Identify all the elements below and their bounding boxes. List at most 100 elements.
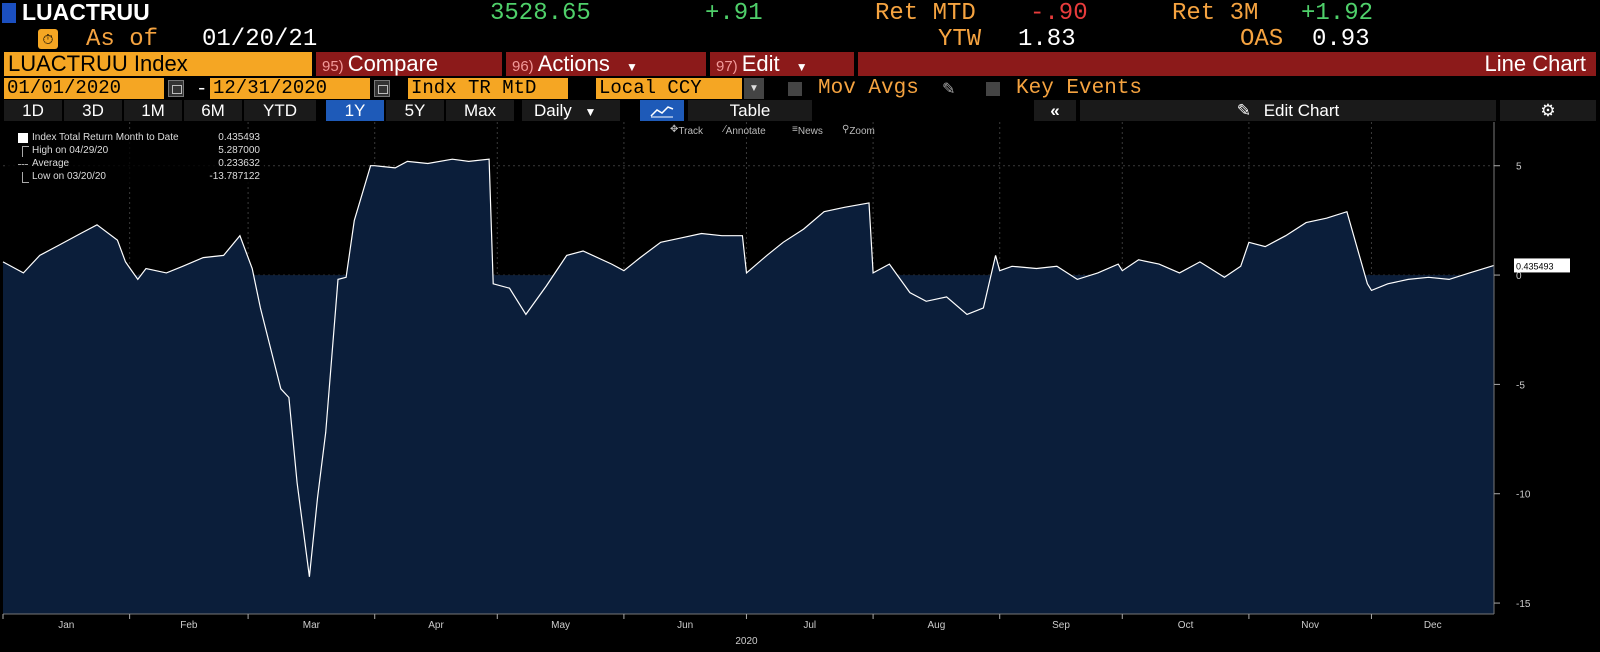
y-tick-label: 5	[1516, 162, 1522, 173]
actions-number: 96)	[512, 58, 534, 75]
x-tick-label: May	[551, 620, 570, 631]
header-row-quote: LUACTRUU 3528.65 +.91 Ret MTD -.90 Ret 3…	[0, 0, 1600, 27]
x-tick-label: Mar	[303, 620, 321, 631]
series-area	[3, 159, 1494, 614]
edit-label: Edit	[741, 51, 780, 76]
clock-icon[interactable]: ⏱	[38, 29, 58, 49]
x-axis-year-label: 2020	[735, 636, 758, 647]
x-tick-label: Aug	[928, 620, 946, 631]
compare-number: 95)	[322, 58, 344, 75]
frequency-selector[interactable]: Daily ▼	[522, 100, 620, 121]
ret-3m-value: +1.92	[1301, 0, 1374, 27]
period-tab[interactable]: Max	[446, 100, 514, 121]
legend-label: Low on 03/20/20	[32, 171, 106, 182]
period-tab[interactable]: 3D	[64, 100, 122, 121]
period-toolbar: 1D 3D 1M 6M YTD 1Y 5Y Max Daily ▼ Table …	[0, 100, 1600, 122]
calendar-icon[interactable]	[374, 80, 390, 97]
period-tab-selected[interactable]: 1Y	[326, 100, 384, 121]
pencil-icon: ✎	[1236, 101, 1251, 120]
legend-label: Average	[32, 158, 70, 169]
field-selector[interactable]: Indx TR MtD	[408, 78, 568, 99]
x-tick-label: Dec	[1424, 620, 1442, 631]
chart-settings-row: 01/01/2020 - 12/31/2020 Indx TR MtD Loca…	[0, 77, 1600, 100]
period-tab[interactable]: 1M	[124, 100, 182, 121]
x-tick-label: Jan	[58, 620, 74, 631]
oas-label: OAS	[1240, 26, 1284, 53]
legend-label: High on 04/29/20	[32, 145, 109, 156]
last-value-label: 0.435493	[1516, 261, 1554, 271]
actions-menu[interactable]: 96) Actions ▼	[506, 52, 706, 76]
period-tab[interactable]: YTD	[244, 100, 316, 121]
ticker-symbol[interactable]: LUACTRUU	[22, 0, 150, 25]
ret-3m-label: Ret 3M	[1172, 0, 1259, 27]
key-events-checkbox[interactable]	[986, 82, 1000, 96]
frequency-label: Daily	[534, 101, 572, 120]
period-tab[interactable]: 5Y	[386, 100, 444, 121]
legend-row-average: Average 0.233632	[8, 158, 264, 170]
mov-avgs-checkbox[interactable]	[788, 82, 802, 96]
chart-area[interactable]: 5 0 -5 -10 -15 0.435493 Jan Feb Mar Apr May Jun Jul A…	[0, 122, 1600, 652]
y-tick-label: 0	[1516, 271, 1522, 282]
ytw-value: 1.83	[1018, 26, 1076, 53]
chevron-down-icon: ▼	[625, 60, 638, 74]
line-chart-icon[interactable]	[640, 100, 684, 121]
x-tick-label: Oct	[1178, 620, 1194, 631]
x-tick-label: Jul	[803, 620, 816, 631]
legend-value: 0.435493	[218, 132, 260, 143]
edit-number: 97)	[716, 58, 738, 75]
net-change: +.91	[705, 0, 763, 27]
gear-icon[interactable]: ⚙	[1500, 100, 1596, 121]
actions-label: Actions	[537, 51, 610, 76]
currency-selector[interactable]: Local CCY	[596, 78, 742, 99]
average-marker-icon	[18, 164, 28, 165]
pencil-icon[interactable]: ✎	[942, 81, 956, 98]
oas-value: 0.93	[1312, 26, 1370, 53]
y-tick-label: -15	[1516, 599, 1531, 610]
key-events-label: Key Events	[1016, 77, 1143, 100]
chart-legend: Index Total Return Month to Date 0.43549…	[8, 129, 264, 187]
last-value-box	[1514, 258, 1570, 273]
start-date-field[interactable]: 01/01/2020	[4, 78, 164, 99]
zoom-tool[interactable]: ⚲ Zoom	[842, 124, 875, 137]
as-of-label: As of	[86, 26, 159, 53]
annotate-tool[interactable]: ⁄ Annotate	[724, 124, 766, 137]
table-button[interactable]: Table	[688, 100, 812, 121]
y-tick-label: -10	[1516, 490, 1531, 501]
security-color-swatch	[2, 3, 16, 23]
chevron-down-icon: ▼	[795, 60, 808, 74]
x-tick-label: Apr	[428, 620, 444, 631]
y-tick-label: -5	[1516, 380, 1525, 391]
edit-chart-button[interactable]: ✎ Edit Chart	[1080, 100, 1496, 121]
chevron-down-icon[interactable]: ▼	[744, 78, 764, 99]
compare-label: Compare	[347, 51, 439, 76]
legend-value: -13.787122	[209, 171, 260, 182]
period-tab[interactable]: 6M	[184, 100, 242, 121]
series-line	[2, 158, 1495, 577]
index-name-field[interactable]: LUACTRUU Index	[4, 52, 312, 76]
chart-type-label[interactable]: Line Chart	[858, 52, 1596, 76]
ytw-label: YTW	[938, 26, 982, 53]
ret-mtd-label: Ret MTD	[875, 0, 976, 27]
high-marker-icon	[22, 146, 29, 157]
last-price: 3528.65	[490, 0, 591, 27]
news-tool[interactable]: ≡ News	[792, 124, 823, 137]
track-tool[interactable]: ✥ Track	[670, 124, 704, 137]
function-toolbar: LUACTRUU Index 95) Compare 96) Actions ▼ 9…	[0, 52, 1600, 78]
mov-avgs-label: Mov Avgs	[818, 77, 919, 100]
as-of-date: 01/20/21	[202, 26, 318, 53]
x-tick-label: Nov	[1301, 620, 1319, 631]
legend-marker	[18, 133, 28, 143]
legend-label: Index Total Return Month to Date	[32, 132, 179, 143]
legend-row-index: Index Total Return Month to Date 0.43549…	[8, 132, 264, 144]
period-tab[interactable]: 1D	[4, 100, 62, 121]
collapse-icon[interactable]: «	[1034, 100, 1076, 121]
date-separator: -	[196, 78, 208, 100]
edit-menu[interactable]: 97) Edit ▼	[710, 52, 854, 76]
calendar-icon[interactable]	[168, 80, 184, 97]
end-date-field[interactable]: 12/31/2020	[210, 78, 370, 99]
compare-button[interactable]: 95) Compare	[316, 52, 502, 76]
edit-chart-label: Edit Chart	[1263, 101, 1340, 120]
x-tick-label: Sep	[1052, 620, 1070, 631]
legend-value: 0.233632	[218, 158, 260, 169]
header-row-asof: ⏱ As of 01/20/21 YTW 1.83 OAS 0.93	[0, 26, 1600, 53]
